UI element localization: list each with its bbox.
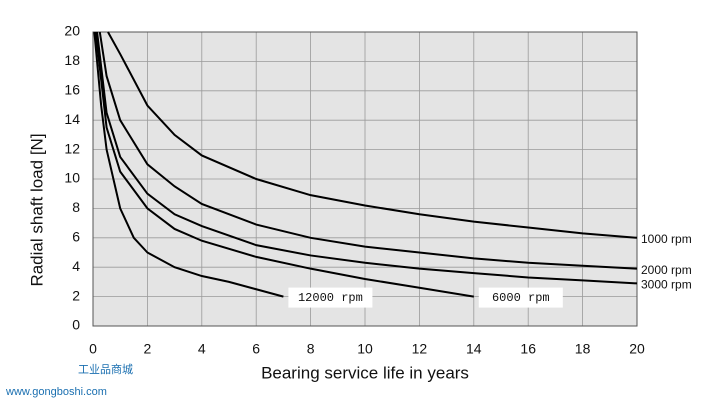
y-tick-label: 20 [64, 23, 80, 39]
x-tick-label: 4 [198, 341, 206, 357]
y-tick-label: 18 [64, 52, 80, 68]
x-tick-label: 6 [252, 341, 260, 357]
curve-label-box: 12000 rpm [288, 287, 373, 308]
y-tick-label: 8 [72, 199, 80, 215]
watermark-site: www.gongboshi.com [5, 386, 107, 398]
y-tick-label: 4 [72, 258, 80, 274]
curve-label: 1000 rpm [641, 232, 692, 246]
x-tick-label: 16 [520, 341, 536, 357]
y-tick-label: 10 [64, 170, 80, 186]
curve [98, 31, 638, 270]
y-tick-label: 16 [64, 82, 80, 98]
y-tick-label: 2 [72, 287, 80, 303]
x-tick-label: 2 [144, 341, 152, 357]
x-tick-label: 8 [307, 341, 315, 357]
y-tick-label: 14 [64, 111, 80, 127]
curve [94, 31, 474, 298]
label-background [288, 287, 373, 308]
x-tick-label: 10 [357, 341, 373, 357]
curve-label: 12000 rpm [298, 291, 363, 305]
curve-label-box: 6000 rpm [478, 287, 563, 308]
x-tick-label: 14 [466, 341, 482, 357]
curve-label: 2000 rpm [641, 263, 692, 277]
y-tick-label: 6 [72, 229, 80, 245]
x-tick-label: 18 [575, 341, 591, 357]
x-axis-title: Bearing service life in years [261, 363, 469, 382]
y-axis-title: Radial shaft load [N] [27, 133, 46, 286]
curve [93, 31, 284, 298]
curve [96, 31, 638, 285]
y-tick-label: 12 [64, 140, 80, 156]
curve-label: 6000 rpm [492, 291, 550, 305]
watermark-tagline: 工业品商城 [78, 362, 133, 376]
curve [107, 31, 638, 239]
x-tick-label: 12 [412, 341, 428, 357]
label-background [478, 287, 563, 308]
x-tick-label: 20 [629, 341, 645, 357]
curve-label: 3000 rpm [641, 278, 692, 292]
y-tick-label: 0 [72, 317, 80, 333]
x-tick-label: 0 [89, 341, 97, 357]
plot-frame [92, 31, 638, 327]
